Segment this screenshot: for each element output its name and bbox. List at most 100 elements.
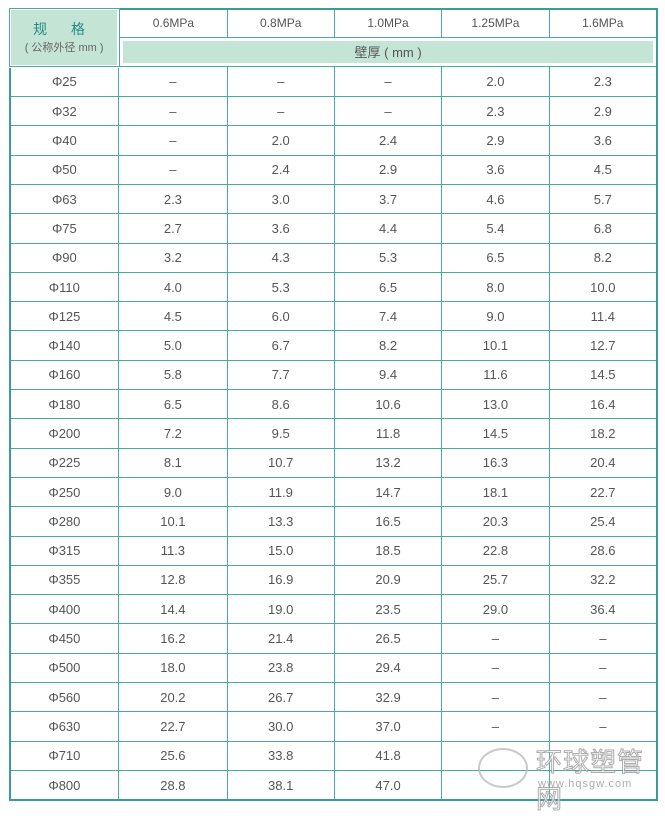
table-row: Φ25– – –2.0 2.3	[8, 65, 658, 98]
table-row: Φ630 22.7 30.0 37.0– –	[8, 711, 658, 742]
thickness-cell: 9.0	[118, 476, 228, 508]
thickness-cell: 29.0	[441, 594, 550, 625]
table-row: Φ63 2.3 3.0 3.7 4.6 5.7	[8, 183, 658, 215]
thickness-cell: 22.8	[441, 535, 550, 566]
thickness-cell: 23.5	[333, 594, 443, 625]
thickness-cell: 16.3	[441, 447, 550, 478]
table-row: Φ160 5.8 7.7 9.4 11.6 14.5	[8, 359, 658, 391]
spec-cell: Φ40	[8, 125, 120, 156]
thickness-cell: 5.4	[441, 213, 550, 244]
thickness-cell: 18.1	[441, 476, 550, 508]
thickness-cell: 7.2	[118, 418, 228, 449]
thickness-cell: 21.4	[226, 623, 335, 654]
thickness-cell: 26.5	[333, 623, 443, 654]
thickness-cell: 3.6	[226, 213, 335, 244]
thickness-cell: 2.0	[226, 125, 335, 156]
spec-cell: Φ630	[8, 711, 120, 742]
table-row: Φ140 5.0 6.7 8.2 10.1 12.7	[8, 330, 658, 361]
thickness-cell: –	[548, 623, 658, 654]
thickness-cell: 10.1	[441, 330, 550, 361]
thickness-cell: –	[226, 65, 335, 98]
spec-cell: Φ110	[8, 271, 120, 303]
table-row: Φ50–2.4 2.9 3.6 4.5	[8, 154, 658, 185]
thickness-cell: –	[441, 682, 550, 713]
thickness-cell: 5.8	[118, 359, 228, 391]
header-row-thickness: 壁厚 ( mm )	[10, 36, 658, 67]
pressure-header: 1.25MPa	[441, 8, 550, 38]
thickness-cell: 12.8	[118, 564, 228, 596]
thickness-header: 壁厚 ( mm )	[118, 36, 658, 67]
table-row: Φ355 12.8 16.9 20.9 25.7 32.2	[8, 564, 658, 596]
thickness-cell: 2.7	[118, 213, 228, 244]
thickness-cell: 11.3	[118, 535, 228, 566]
thickness-cell: 2.3	[118, 183, 228, 215]
thickness-cell: 3.0	[226, 183, 335, 215]
table-row: Φ560 20.2 26.7 32.9– –	[8, 682, 658, 713]
thickness-cell: 14.5	[441, 418, 550, 449]
thickness-cell: 20.3	[441, 506, 550, 537]
thickness-cell: –	[441, 623, 550, 654]
thickness-cell: 4.5	[118, 301, 228, 332]
thickness-cell: 20.2	[118, 682, 228, 713]
spec-cell: Φ800	[8, 769, 120, 801]
thickness-cell: 10.6	[333, 389, 443, 420]
thickness-cell: 18.5	[333, 535, 443, 566]
table-row: Φ75 2.7 3.6 4.4 5.4 6.8	[8, 213, 658, 244]
thickness-cell: 25.4	[548, 506, 658, 537]
thickness-cell: 25.6	[118, 740, 228, 771]
thickness-cell: 3.6	[441, 154, 550, 185]
thickness-cell: 33.8	[226, 740, 335, 771]
table-row: Φ90 3.2 4.3 5.3 6.5 8.2	[8, 242, 658, 273]
thickness-cell: 10.0	[548, 271, 658, 303]
spec-cell: Φ180	[8, 389, 120, 420]
spec-cell: Φ63	[8, 183, 120, 215]
thickness-cell: –	[118, 65, 228, 98]
thickness-cell: 2.3	[441, 96, 550, 127]
spec-cell: Φ90	[8, 242, 120, 273]
spec-header: 规 格 ( 公称外径 mm )	[7, 7, 121, 68]
thickness-cell: 10.1	[118, 506, 228, 537]
spec-cell: Φ250	[8, 476, 120, 508]
thickness-cell: 13.2	[333, 447, 443, 478]
thickness-cell: 16.5	[333, 506, 443, 537]
spec-cell: Φ315	[8, 535, 120, 566]
pressure-header: 0.8MPa	[226, 8, 335, 38]
thickness-cell: 3.2	[118, 242, 228, 273]
thickness-cell: 11.4	[548, 301, 658, 332]
thickness-cell: 11.6	[441, 359, 550, 391]
thickness-cell: 7.7	[226, 359, 335, 391]
thickness-cell: –	[441, 711, 550, 742]
thickness-cell: 32.9	[333, 682, 443, 713]
thickness-cell: 6.5	[333, 271, 443, 303]
thickness-cell: 2.4	[226, 154, 335, 185]
table-row: Φ125 4.5 6.0 7.4 9.0 11.4	[8, 301, 658, 332]
thickness-cell: 5.3	[333, 242, 443, 273]
thickness-cell: 2.0	[441, 65, 550, 98]
spec-cell: Φ450	[8, 623, 120, 654]
thickness-cell	[441, 769, 550, 801]
spec-cell: Φ32	[8, 96, 120, 127]
pressure-header: 0.6MPa	[118, 8, 228, 38]
thickness-cell: 5.0	[118, 330, 228, 361]
thickness-cell: 4.6	[441, 183, 550, 215]
thickness-cell: 8.6	[226, 389, 335, 420]
thickness-cell	[548, 740, 658, 771]
thickness-cell: 9.0	[441, 301, 550, 332]
thickness-cell: 4.5	[548, 154, 658, 185]
thickness-cell: 10.7	[226, 447, 335, 478]
thickness-cell	[441, 740, 550, 771]
thickness-cell: 8.0	[441, 271, 550, 303]
thickness-cell: 28.6	[548, 535, 658, 566]
table-row: Φ225 8.1 10.7 13.2 16.3 20.4	[8, 447, 658, 478]
thickness-cell: 9.5	[226, 418, 335, 449]
thickness-cell: 2.4	[333, 125, 443, 156]
spec-cell: Φ710	[8, 740, 120, 771]
thickness-cell: 4.3	[226, 242, 335, 273]
thickness-cell: 38.1	[226, 769, 335, 801]
thickness-cell: 7.4	[333, 301, 443, 332]
spec-cell: Φ400	[8, 594, 120, 625]
table-row: Φ280 10.1 13.3 16.5 20.3 25.4	[8, 506, 658, 537]
thickness-cell: 5.3	[226, 271, 335, 303]
spec-cell: Φ280	[8, 506, 120, 537]
table-row: Φ710 25.6 33.8 41.8	[8, 740, 658, 771]
